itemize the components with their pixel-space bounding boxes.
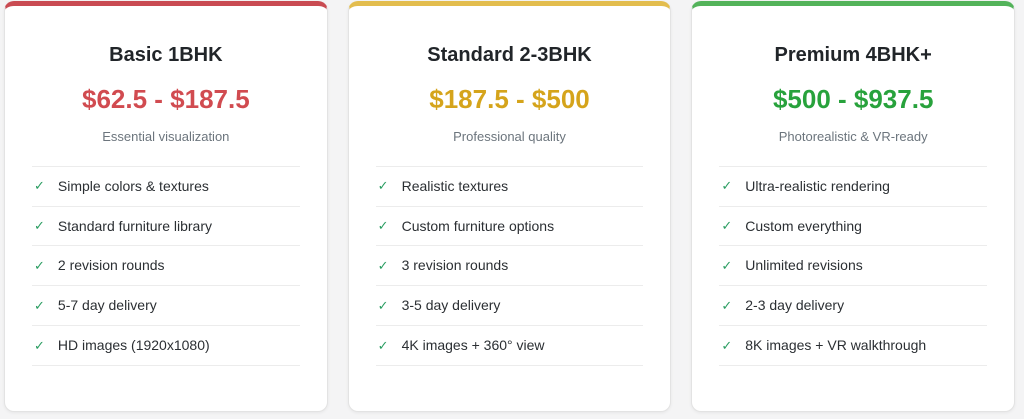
plan-price-range: $187.5 - $500 (429, 84, 590, 114)
check-icon: ✓ (721, 178, 733, 194)
feature-list: ✓ Realistic textures ✓ Custom furniture … (375, 165, 644, 366)
plan-tagline: Photorealistic & VR-ready (778, 129, 928, 145)
feature-text: Ultra-realistic rendering (745, 177, 890, 194)
feature-item: ✓ 8K images + VR walkthrough (719, 326, 988, 366)
feature-text: Simple colors & textures (57, 177, 209, 194)
plan-price-range: $62.5 - $187.5 (81, 84, 250, 114)
feature-text: Unlimited revisions (745, 257, 863, 274)
feature-item: ✓ 2 revision rounds (32, 246, 300, 287)
pricing-card-standard: Standard 2-3BHK $187.5 - $500 Profession… (347, 1, 672, 412)
feature-text: Standard furniture library (57, 217, 212, 234)
feature-text: 3 revision rounds (401, 257, 509, 274)
check-icon: ✓ (377, 178, 389, 194)
feature-item: ✓ Custom furniture options (375, 207, 644, 247)
feature-text: 4K images + 360° view (401, 336, 545, 353)
check-icon: ✓ (34, 337, 45, 353)
check-icon: ✓ (721, 337, 733, 353)
check-icon: ✓ (721, 218, 733, 234)
check-icon: ✓ (34, 257, 45, 273)
check-icon: ✓ (34, 297, 45, 313)
pricing-card-basic: Basic 1BHK $62.5 - $187.5 Essential visu… (4, 1, 328, 412)
check-icon: ✓ (34, 178, 45, 194)
feature-item: ✓ Standard furniture library (32, 207, 300, 247)
check-icon: ✓ (377, 218, 389, 234)
feature-item: ✓ Realistic textures (375, 165, 644, 207)
feature-item: ✓ 5-7 day delivery (32, 286, 300, 326)
check-icon: ✓ (721, 257, 733, 273)
feature-item: ✓ 3 revision rounds (375, 246, 644, 287)
plan-title: Premium 4BHK+ (774, 44, 932, 66)
feature-text: 2 revision rounds (57, 257, 165, 274)
plan-title: Standard 2-3BHK (427, 44, 592, 66)
feature-text: Realistic textures (401, 177, 509, 194)
feature-item: ✓ 2-3 day delivery (719, 286, 988, 326)
feature-item: ✓ HD images (1920x1080) (32, 326, 300, 366)
feature-list: ✓ Ultra-realistic rendering ✓ Custom eve… (719, 165, 988, 366)
feature-item: ✓ 3-5 day delivery (375, 286, 644, 326)
plan-price-range: $500 - $937.5 (772, 84, 934, 114)
pricing-card-premium: Premium 4BHK+ $500 - $937.5 Photorealist… (691, 1, 1016, 412)
plan-title: Basic 1BHK (109, 44, 223, 66)
check-icon: ✓ (377, 297, 389, 313)
plan-tagline: Essential visualization (102, 129, 230, 145)
check-icon: ✓ (377, 337, 389, 353)
check-icon: ✓ (377, 257, 389, 273)
feature-text: HD images (1920x1080) (57, 336, 210, 353)
check-icon: ✓ (721, 297, 733, 313)
feature-item: ✓ Ultra-realistic rendering (719, 165, 988, 207)
feature-text: 5-7 day delivery (57, 297, 157, 314)
check-icon: ✓ (34, 218, 45, 234)
feature-text: Custom furniture options (401, 217, 555, 234)
feature-text: Custom everything (745, 217, 862, 234)
feature-text: 2-3 day delivery (745, 297, 845, 314)
plan-tagline: Professional quality (453, 129, 566, 145)
feature-list: ✓ Simple colors & textures ✓ Standard fu… (32, 165, 300, 366)
feature-item: ✓ Simple colors & textures (32, 165, 300, 207)
feature-item: ✓ 4K images + 360° view (375, 326, 644, 366)
feature-item: ✓ Unlimited revisions (719, 246, 988, 287)
feature-text: 8K images + VR walkthrough (745, 336, 927, 353)
feature-item: ✓ Custom everything (719, 207, 988, 247)
feature-text: 3-5 day delivery (401, 297, 501, 314)
